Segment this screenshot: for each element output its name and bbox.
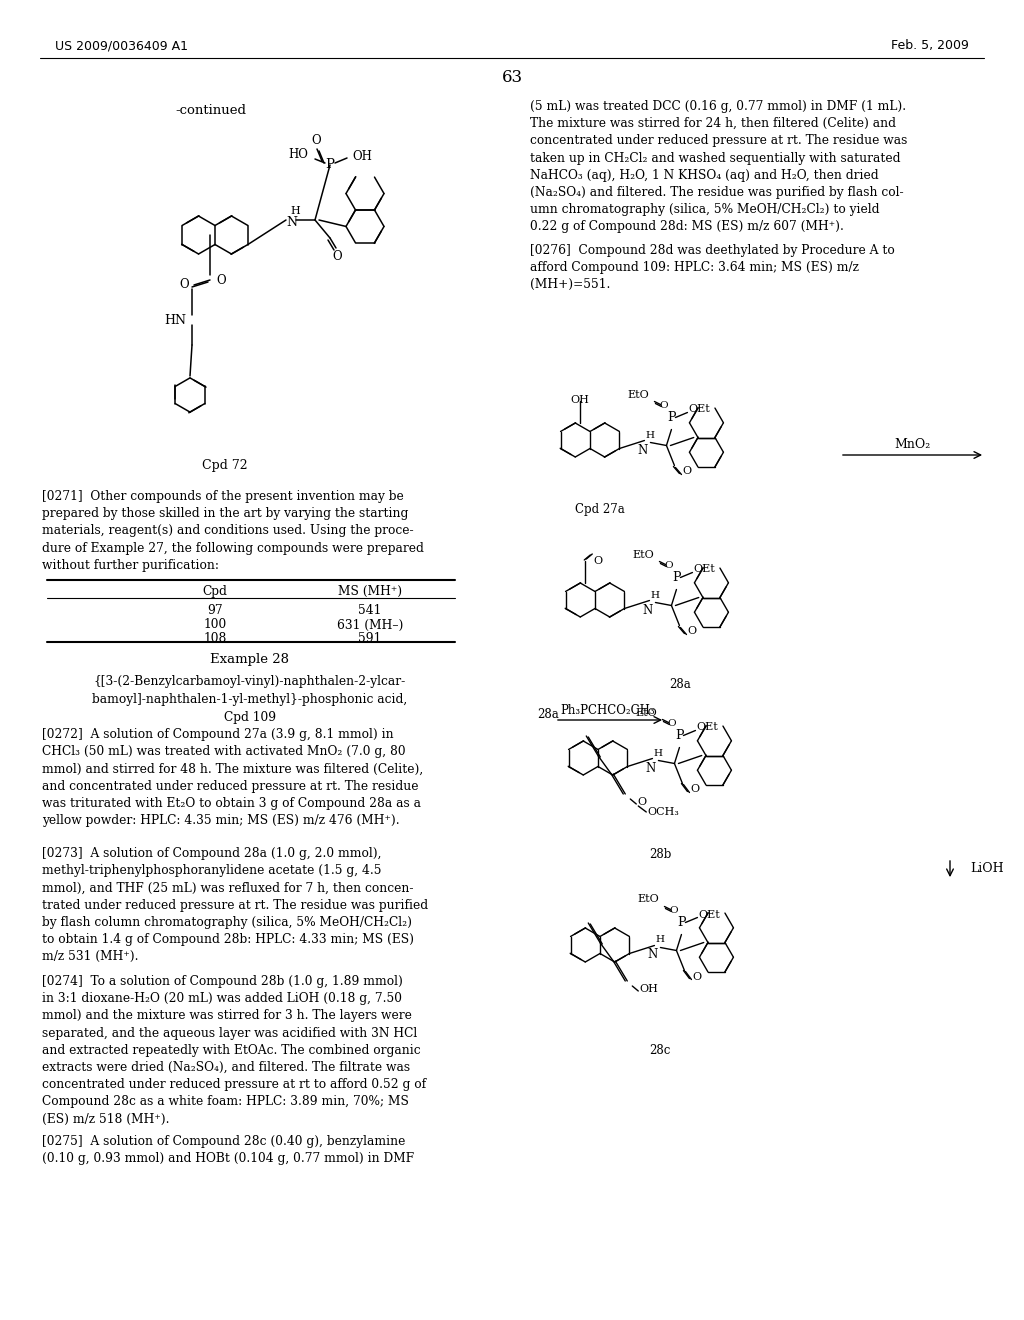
Text: Cpd 72: Cpd 72 [202,458,248,471]
Text: P: P [677,916,686,929]
Text: {[3-(2-Benzylcarbamoyl-vinyl)-naphthalen-2-ylcar-
bamoyl]-naphthalen-1-yl-methyl: {[3-(2-Benzylcarbamoyl-vinyl)-naphthalen… [92,675,408,723]
Text: O: O [665,561,673,570]
Text: 28a: 28a [669,678,691,692]
Text: O: O [216,273,225,286]
Text: Feb. 5, 2009: Feb. 5, 2009 [891,40,969,53]
Text: 28c: 28c [649,1044,671,1056]
Text: 97: 97 [207,605,223,618]
Text: O: O [669,906,678,915]
Text: P: P [675,729,684,742]
Text: 591: 591 [358,632,382,645]
Text: 28a: 28a [537,709,559,722]
Text: OCH₃: OCH₃ [647,807,679,817]
Text: OH: OH [352,150,372,164]
Text: H: H [290,206,300,216]
Text: H: H [655,936,665,945]
Text: LiOH: LiOH [970,862,1004,874]
Text: Cpd 27a: Cpd 27a [575,503,625,516]
Text: N: N [647,949,657,961]
Text: OH: OH [570,395,590,405]
Text: O: O [637,797,646,807]
Text: H: H [650,590,659,599]
Text: 100: 100 [204,619,226,631]
Text: MS (MH⁺): MS (MH⁺) [338,585,402,598]
Text: N: N [637,444,647,457]
Text: EtO: EtO [638,895,659,904]
Text: EtO: EtO [636,708,657,718]
Text: [0276]  Compound 28d was deethylated by Procedure A to
afford Compound 109: HPLC: [0276] Compound 28d was deethylated by P… [530,244,895,292]
Text: [0275]  A solution of Compound 28c (0.40 g), benzylamine
(0.10 g, 0.93 mmol) and: [0275] A solution of Compound 28c (0.40 … [42,1135,414,1166]
Text: O: O [332,249,342,263]
Text: P: P [326,158,335,172]
Text: 63: 63 [502,70,522,87]
Text: 28b: 28b [649,849,671,862]
Text: OH: OH [639,983,658,994]
Text: P: P [672,572,681,583]
Text: H: H [645,430,654,440]
Text: O: O [690,784,699,795]
Text: OEt: OEt [696,722,718,733]
Text: Ph₃PCHCO₂CH₃: Ph₃PCHCO₂CH₃ [561,704,655,717]
Text: N: N [286,215,297,228]
Text: HN: HN [164,314,186,326]
Text: 541: 541 [358,605,382,618]
Text: 631 (MH–): 631 (MH–) [337,619,403,631]
Text: 108: 108 [204,632,226,645]
Text: [0271]  Other compounds of the present invention may be
prepared by those skille: [0271] Other compounds of the present in… [42,490,424,572]
Text: HO: HO [288,149,308,161]
Text: OEt: OEt [698,909,720,920]
Text: O: O [593,556,602,566]
Text: OEt: OEt [693,565,715,574]
Text: -continued: -continued [175,103,246,116]
Text: O: O [682,466,691,477]
Text: O: O [692,972,701,982]
Text: Cpd: Cpd [203,585,227,598]
Text: O: O [687,627,696,636]
Text: H: H [653,748,663,758]
Text: MnO₂: MnO₂ [894,438,930,451]
Text: OEt: OEt [688,404,711,414]
Text: O: O [311,135,321,147]
Text: O: O [659,401,668,411]
Text: EtO: EtO [628,389,649,400]
Text: Example 28: Example 28 [211,653,290,667]
Text: O: O [179,279,188,292]
Text: N: N [645,762,655,775]
Text: US 2009/0036409 A1: US 2009/0036409 A1 [55,40,188,53]
Text: [0273]  A solution of Compound 28a (1.0 g, 2.0 mmol),
methyl-triphenylphosphoran: [0273] A solution of Compound 28a (1.0 g… [42,847,428,964]
Text: P: P [668,411,676,424]
Text: EtO: EtO [633,549,654,560]
Text: N: N [642,603,652,616]
Text: [0272]  A solution of Compound 27a (3.9 g, 8.1 mmol) in
CHCl₃ (50 mL) was treate: [0272] A solution of Compound 27a (3.9 g… [42,729,423,828]
Text: O: O [667,719,676,729]
Text: (5 mL) was treated DCC (0.16 g, 0.77 mmol) in DMF (1 mL).
The mixture was stirre: (5 mL) was treated DCC (0.16 g, 0.77 mmo… [530,100,907,234]
Text: [0274]  To a solution of Compound 28b (1.0 g, 1.89 mmol)
in 3:1 dioxane-H₂O (20 : [0274] To a solution of Compound 28b (1.… [42,975,426,1126]
